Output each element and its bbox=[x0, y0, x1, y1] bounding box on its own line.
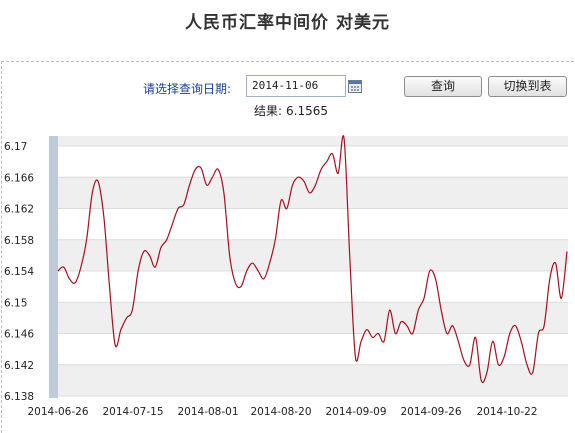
chart-band bbox=[51, 208, 568, 240]
y-tick-label: 6.158 bbox=[4, 235, 34, 247]
x-tick-label: 2014-08-01 bbox=[177, 406, 238, 418]
x-tick-label: 2014-08-20 bbox=[250, 406, 311, 418]
y-tick-label: 6.17 bbox=[4, 141, 27, 153]
y-tick-label: 6.142 bbox=[4, 360, 34, 372]
chart-band bbox=[51, 364, 568, 396]
y-tick-label: 6.15 bbox=[4, 297, 27, 309]
x-tick-label: 2014-10-22 bbox=[476, 406, 537, 418]
chart-band bbox=[51, 271, 568, 303]
y-axis-bar bbox=[49, 136, 58, 398]
chart-band bbox=[51, 333, 568, 365]
result-value: 6.1565 bbox=[286, 104, 329, 118]
y-tick-label: 6.138 bbox=[4, 391, 34, 403]
y-axis: 6.17 6.166 6.162 6.158 6.154 6.15 6.146 6.142 6.… bbox=[4, 136, 58, 403]
chart-panel-frame bbox=[1, 61, 574, 433]
chart-band bbox=[51, 136, 568, 146]
chart-band bbox=[51, 302, 568, 334]
date-input[interactable]: 2014-11-06 bbox=[246, 75, 346, 97]
page-title: 人民币汇率中间价 对美元 bbox=[185, 13, 390, 33]
x-axis: 2014-06-26 2014-07-15 2014-08-01 2014-08-20… bbox=[27, 406, 537, 418]
chart-band bbox=[51, 239, 568, 271]
y-tick-label: 6.154 bbox=[4, 266, 34, 278]
result-label: 结果: bbox=[254, 104, 283, 118]
y-tick-label: 6.162 bbox=[4, 204, 34, 216]
x-tick-label: 2014-07-15 bbox=[102, 406, 163, 418]
x-tick-label: 2014-09-09 bbox=[325, 406, 386, 418]
result-display: 结果: 6.1565 bbox=[250, 102, 328, 119]
query-button[interactable]: 查询 bbox=[404, 76, 482, 97]
switch-to-table-button[interactable]: 切换到表 bbox=[488, 76, 567, 97]
chart-bands bbox=[51, 136, 568, 396]
date-label: 请选择查询日期: bbox=[143, 82, 232, 96]
y-tick-label: 6.166 bbox=[4, 172, 34, 184]
chart-grid bbox=[51, 145, 568, 397]
y-tick-label: 6.146 bbox=[4, 329, 34, 341]
chart-band bbox=[51, 146, 568, 178]
x-tick-label: 2014-06-26 bbox=[27, 406, 88, 418]
x-tick-label: 2014-09-26 bbox=[400, 406, 461, 418]
calendar-icon[interactable] bbox=[348, 80, 362, 93]
series-line bbox=[57, 135, 568, 384]
chart-series bbox=[57, 135, 568, 384]
